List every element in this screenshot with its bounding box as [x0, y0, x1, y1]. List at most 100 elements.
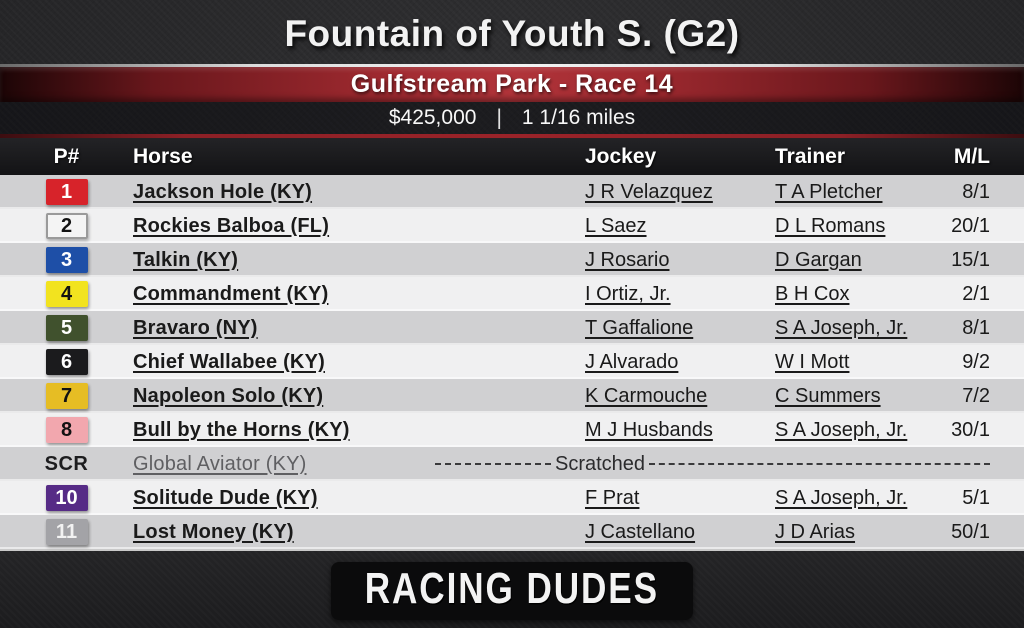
trainer-cell: T A Pletcher	[775, 181, 945, 204]
scratched-dash-line	[649, 463, 990, 465]
race-title: Fountain of Youth S. (G2)	[284, 13, 740, 54]
horse-cell: Commandment (KY)	[133, 283, 585, 306]
trainer-link[interactable]: D Gargan	[775, 248, 862, 271]
trainer-cell: S A Joseph, Jr.	[775, 487, 945, 510]
entry-row: 11 Lost Money (KY) J Castellano J D Aria…	[0, 515, 1024, 549]
horse-name-link[interactable]: Commandment (KY)	[133, 282, 329, 305]
horse-cell: Bravaro (NY)	[133, 317, 585, 340]
jockey-cell: K Carmouche	[585, 385, 775, 408]
post-number-cell: 10	[0, 485, 133, 511]
horse-name-link[interactable]: Bull by the Horns (KY)	[133, 418, 350, 441]
entry-row: 10 Solitude Dude (KY) F Prat S A Joseph,…	[0, 481, 1024, 515]
post-number-cell: 1	[0, 179, 133, 205]
trainer-link[interactable]: B H Cox	[775, 282, 850, 305]
trainer-cell: S A Joseph, Jr.	[775, 419, 945, 442]
post-number-cell: 4	[0, 281, 133, 307]
purse-label: $425,000	[388, 106, 477, 129]
trainer-cell: B H Cox	[775, 283, 945, 306]
morning-line-cell: 7/2	[945, 385, 1024, 408]
jockey-link[interactable]: I Ortiz, Jr.	[585, 282, 671, 305]
jockey-cell: J Castellano	[585, 521, 775, 544]
trainer-cell: C Summers	[775, 385, 945, 408]
saddlecloth-badge: 11	[45, 519, 88, 545]
horse-cell: Rockies Balboa (FL)	[133, 215, 585, 238]
post-number-cell: SCR	[0, 451, 133, 477]
trainer-link[interactable]: J D Arias	[775, 520, 856, 543]
morning-line-cell: 9/2	[945, 351, 1024, 374]
horse-name-link[interactable]: Lost Money (KY)	[133, 520, 294, 543]
post-number-cell: 6	[0, 349, 133, 375]
horse-name-link[interactable]: Chief Wallabee (KY)	[133, 350, 325, 373]
horse-name-link[interactable]: Bravaro (NY)	[133, 316, 258, 339]
silver-divider	[0, 64, 1024, 67]
jockey-cell: T Gaffalione	[585, 317, 775, 340]
trainer-link[interactable]: W I Mott	[775, 350, 850, 373]
morning-line-odds: 5/1	[962, 486, 990, 509]
saddlecloth-badge: SCR	[44, 452, 89, 475]
horse-name-link[interactable]: Napoleon Solo (KY)	[133, 384, 324, 407]
jockey-cell: L Saez	[585, 215, 775, 238]
jockey-link[interactable]: F Prat	[585, 486, 640, 509]
entry-row: 4 Commandment (KY) I Ortiz, Jr. B H Cox …	[0, 277, 1024, 311]
horse-name-link[interactable]: Talkin (KY)	[133, 248, 239, 271]
morning-line-odds: 9/2	[962, 350, 990, 373]
jockey-link[interactable]: J Rosario	[585, 248, 670, 271]
racing-dudes-logo-text: RACING DUDES	[364, 563, 660, 613]
post-number-cell: 7	[0, 383, 133, 409]
trainer-cell: J D Arias	[775, 521, 945, 544]
saddlecloth-badge: 3	[45, 247, 88, 273]
trainer-link[interactable]: C Summers	[775, 384, 881, 407]
post-number-cell: 2	[0, 213, 133, 239]
info-separator: |	[496, 105, 502, 130]
morning-line-odds: 30/1	[951, 418, 990, 441]
post-number-cell: 5	[0, 315, 133, 341]
post-number-cell: 11	[0, 519, 133, 545]
jockey-cell: J Alvarado	[585, 351, 775, 374]
jockey-link[interactable]: K Carmouche	[585, 384, 708, 407]
saddlecloth-badge: 4	[45, 281, 88, 307]
jockey-link[interactable]: J Castellano	[585, 520, 696, 543]
morning-line-cell: 15/1	[945, 249, 1024, 272]
title-bar: Fountain of Youth S. (G2)	[0, 0, 1024, 64]
morning-line-odds: 20/1	[951, 214, 990, 237]
jockey-link[interactable]: L Saez	[585, 214, 647, 237]
horse-cell: Napoleon Solo (KY)	[133, 385, 585, 408]
column-header-post-number: P#	[53, 144, 80, 168]
trainer-link[interactable]: T A Pletcher	[775, 180, 883, 203]
horse-name-link[interactable]: Jackson Hole (KY)	[133, 180, 313, 203]
footer-bar: RACING DUDES	[0, 551, 1024, 628]
jockey-link[interactable]: T Gaffalione	[585, 316, 694, 339]
horse-name-link[interactable]: Global Aviator (KY)	[133, 452, 307, 475]
jockey-cell: M J Husbands	[585, 419, 775, 442]
morning-line-cell: 20/1	[945, 215, 1024, 238]
saddlecloth-badge: 1	[45, 179, 88, 205]
jockey-cell: I Ortiz, Jr.	[585, 283, 775, 306]
trainer-link[interactable]: S A Joseph, Jr.	[775, 486, 908, 509]
entry-row: 6 Chief Wallabee (KY) J Alvarado W I Mot…	[0, 345, 1024, 379]
horse-cell: Jackson Hole (KY)	[133, 181, 585, 204]
morning-line-odds: 7/2	[962, 384, 990, 407]
saddlecloth-badge: 2	[45, 213, 88, 239]
trainer-cell: S A Joseph, Jr.	[775, 317, 945, 340]
saddlecloth-badge: 10	[45, 485, 88, 511]
trainer-link[interactable]: S A Joseph, Jr.	[775, 418, 908, 441]
jockey-link[interactable]: J Alvarado	[585, 350, 679, 373]
morning-line-odds: 8/1	[962, 180, 990, 203]
horse-name-link[interactable]: Rockies Balboa (FL)	[133, 214, 330, 237]
horse-cell: Global Aviator (KY)	[133, 453, 585, 476]
morning-line-cell: 8/1	[945, 181, 1024, 204]
morning-line-cell: 50/1	[945, 521, 1024, 544]
post-number-cell: 8	[0, 417, 133, 443]
jockey-link[interactable]: M J Husbands	[585, 418, 713, 441]
red-divider	[0, 134, 1024, 138]
jockey-cell: F Prat	[585, 487, 775, 510]
horse-name-link[interactable]: Solitude Dude (KY)	[133, 486, 318, 509]
jockey-link[interactable]: J R Velazquez	[585, 180, 713, 203]
entry-row: 7 Napoleon Solo (KY) K Carmouche C Summe…	[0, 379, 1024, 413]
scratched-label: Scratched	[555, 452, 646, 475]
morning-line-cell: 8/1	[945, 317, 1024, 340]
distance-label: 1 1/16 miles	[521, 106, 636, 129]
trainer-link[interactable]: D L Romans	[775, 214, 886, 237]
trainer-link[interactable]: S A Joseph, Jr.	[775, 316, 908, 339]
